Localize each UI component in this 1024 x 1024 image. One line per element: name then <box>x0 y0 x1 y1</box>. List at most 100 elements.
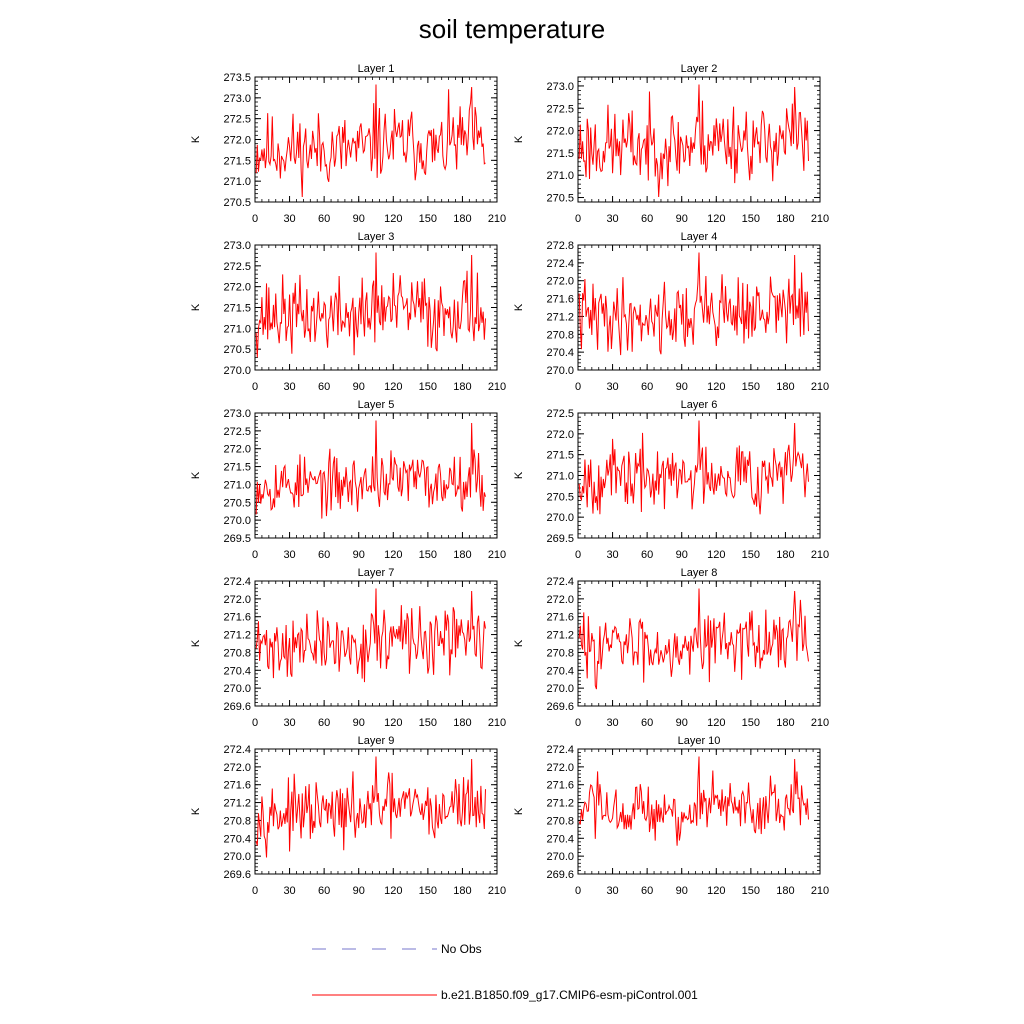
y-axis-label: K <box>513 471 525 479</box>
chart-panel: Layer 7 K 269.6 270.0 270.4 270.8 271.2 271.6 27… <box>190 567 506 729</box>
y-tick-label: 271.0 <box>223 479 251 491</box>
x-tick-label: 60 <box>641 549 653 561</box>
y-tick-label: 272.4 <box>546 576 574 588</box>
y-tick-label: 270.8 <box>223 815 251 827</box>
chart-panel: Layer 10 K 269.6 270.0 270.4 270.8 271.2 271.6 2… <box>513 735 829 897</box>
panel-title: Layer 6 <box>681 399 718 411</box>
x-tick-label: 120 <box>384 381 402 393</box>
x-tick-label: 60 <box>318 549 330 561</box>
legend: No Obs b.e21.B1850.f09_g17.CMIP6-esm-piCo… <box>312 942 698 1002</box>
x-tick-label: 30 <box>606 213 618 225</box>
y-tick-label: 270.8 <box>546 815 574 827</box>
chart-panel: Layer 5 K 269.5 270.0 270.5 271.0 271.5 272.0 27… <box>190 399 506 561</box>
x-tick-label: 120 <box>707 549 725 561</box>
x-tick-label: 180 <box>453 213 471 225</box>
series-line <box>578 756 809 846</box>
y-tick-label: 270.5 <box>223 344 251 356</box>
series-line <box>255 84 486 198</box>
x-tick-label: 180 <box>453 549 471 561</box>
x-tick-label: 180 <box>453 381 471 393</box>
y-tick-label: 269.5 <box>546 533 574 545</box>
plot-frame <box>254 580 498 707</box>
x-tick-label: 0 <box>252 885 258 897</box>
x-tick-label: 150 <box>742 717 760 729</box>
y-tick-label: 272.5 <box>546 408 574 420</box>
x-tick-label: 210 <box>811 549 829 561</box>
y-tick-label: 272.0 <box>223 282 251 294</box>
x-tick-label: 0 <box>575 381 581 393</box>
x-tick-label: 120 <box>707 885 725 897</box>
x-tick-label: 30 <box>606 381 618 393</box>
plot-frame <box>577 748 821 875</box>
y-tick-label: 271.5 <box>546 450 574 462</box>
series-line <box>578 420 809 515</box>
x-tick-label: 60 <box>641 213 653 225</box>
x-tick-label: 210 <box>488 213 506 225</box>
x-tick-label: 210 <box>811 717 829 729</box>
chart-panel: Layer 1 K 270.5 271.0 271.5 272.0 272.5 273.0 27… <box>190 63 506 225</box>
y-tick-label: 270.5 <box>546 491 574 503</box>
x-tick-label: 60 <box>318 717 330 729</box>
y-tick-label: 271.5 <box>223 155 251 167</box>
x-tick-label: 150 <box>419 381 437 393</box>
y-tick-label: 271.0 <box>223 323 251 335</box>
y-tick-label: 271.2 <box>223 798 251 810</box>
x-tick-label: 30 <box>283 381 295 393</box>
y-axis-label: K <box>190 807 202 815</box>
legend-label: b.e21.B1850.f09_g17.CMIP6-esm-piControl.… <box>441 988 698 1002</box>
chart-panel: Layer 4 K 270.0 270.4 270.8 271.2 271.6 272.0 27… <box>513 231 829 393</box>
y-tick-label: 269.6 <box>223 701 251 713</box>
x-tick-label: 30 <box>606 549 618 561</box>
panel-title: Layer 1 <box>358 63 395 75</box>
y-tick-label: 272.0 <box>223 135 251 147</box>
x-tick-label: 180 <box>776 549 794 561</box>
y-tick-label: 270.0 <box>546 365 574 377</box>
y-tick-label: 271.0 <box>546 170 574 182</box>
x-tick-label: 60 <box>318 213 330 225</box>
y-tick-label: 272.0 <box>546 276 574 288</box>
x-tick-label: 30 <box>283 717 295 729</box>
y-tick-label: 272.0 <box>546 429 574 441</box>
y-axis-label: K <box>513 135 525 143</box>
x-tick-label: 150 <box>419 213 437 225</box>
panel-title: Layer 10 <box>678 735 721 747</box>
chart-panel: Layer 8 K 269.6 270.0 270.4 270.8 271.2 271.6 27… <box>513 567 829 729</box>
plot-frame <box>254 76 498 203</box>
series-line <box>255 420 486 519</box>
series-line <box>578 84 809 198</box>
chart-panel: Layer 6 K 269.5 270.0 270.5 271.0 271.5 272.0 27… <box>513 399 829 561</box>
x-tick-label: 0 <box>252 381 258 393</box>
x-tick-label: 90 <box>353 381 365 393</box>
x-tick-label: 30 <box>606 717 618 729</box>
x-tick-label: 0 <box>252 717 258 729</box>
x-tick-label: 120 <box>384 717 402 729</box>
y-axis-label: K <box>513 639 525 647</box>
y-tick-label: 271.0 <box>223 176 251 188</box>
y-tick-label: 272.5 <box>223 426 251 438</box>
chart-panel: Layer 2 K 270.5 271.0 271.5 272.0 272.5 273.0 0 3… <box>513 63 829 225</box>
x-tick-label: 180 <box>776 717 794 729</box>
y-tick-label: 271.5 <box>223 303 251 315</box>
panel-title: Layer 5 <box>358 399 395 411</box>
y-tick-label: 270.0 <box>223 515 251 527</box>
y-axis-label: K <box>190 303 202 311</box>
y-tick-label: 273.0 <box>223 240 251 252</box>
series-line <box>255 252 486 358</box>
y-tick-label: 273.0 <box>546 81 574 93</box>
y-tick-label: 273.0 <box>223 408 251 420</box>
y-tick-label: 272.0 <box>546 762 574 774</box>
x-tick-label: 180 <box>776 381 794 393</box>
x-tick-label: 150 <box>742 213 760 225</box>
x-tick-label: 60 <box>318 381 330 393</box>
x-tick-label: 210 <box>488 885 506 897</box>
y-axis-label: K <box>190 135 202 143</box>
y-tick-label: 270.0 <box>546 683 574 695</box>
x-tick-label: 0 <box>575 549 581 561</box>
y-tick-label: 271.6 <box>546 612 574 624</box>
x-tick-label: 180 <box>776 213 794 225</box>
x-tick-label: 180 <box>453 717 471 729</box>
x-tick-label: 60 <box>318 885 330 897</box>
x-tick-label: 0 <box>575 885 581 897</box>
y-tick-label: 272.0 <box>546 126 574 138</box>
x-tick-label: 150 <box>742 885 760 897</box>
